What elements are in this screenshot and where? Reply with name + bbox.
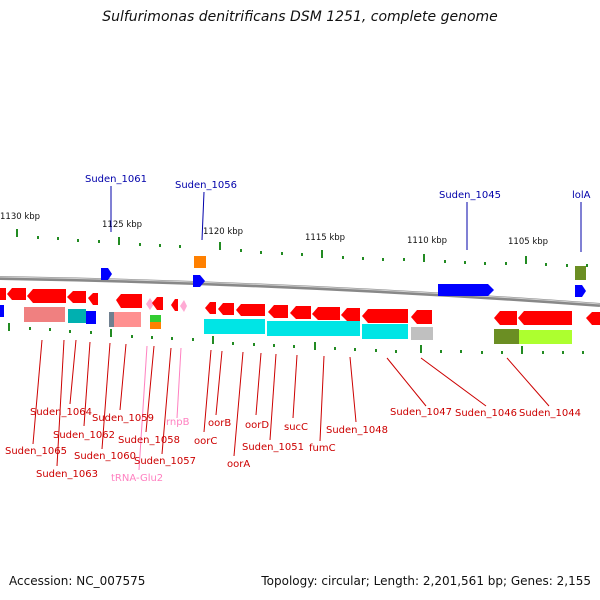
genome-info-label: Topology: circular; Length: 2,201,561 bp… <box>261 574 591 588</box>
gene-label[interactable]: sucC <box>284 422 308 433</box>
gene-label[interactable]: Suden_1058 <box>118 435 180 446</box>
gene-label[interactable]: oorA <box>227 459 250 470</box>
gene-label[interactable]: Suden_1060 <box>74 451 136 462</box>
gene-arrow[interactable] <box>575 285 586 297</box>
gene-box[interactable] <box>519 330 572 344</box>
gene-label[interactable]: Suden_1061 <box>85 174 147 185</box>
gene-arrow[interactable] <box>236 304 265 316</box>
gene-box[interactable] <box>267 321 360 336</box>
top-leader-lines <box>110 186 582 252</box>
scale-label: 1110 kbp <box>407 236 447 246</box>
gene-box[interactable] <box>109 312 141 327</box>
gene-label[interactable]: Suden_1059 <box>92 413 154 424</box>
scale-major-tick <box>16 229 18 237</box>
gene-arrow[interactable] <box>494 311 517 325</box>
gene-arrow[interactable] <box>116 294 142 308</box>
gene-arrow[interactable] <box>7 288 26 300</box>
gene-box[interactable] <box>68 309 86 323</box>
gene-label[interactable]: Suden_1044 <box>519 408 581 419</box>
accession-label: Accession: NC_007575 <box>9 574 146 588</box>
gene-track <box>0 288 600 325</box>
gene-box[interactable] <box>150 315 161 322</box>
gene-label[interactable]: Suden_1048 <box>326 425 388 436</box>
gene-arrow[interactable] <box>218 303 234 315</box>
gene-box[interactable] <box>150 322 161 329</box>
gene-label[interactable]: tRNA-Glu2 <box>111 473 163 484</box>
gene-arrow[interactable] <box>193 275 205 287</box>
gene-arrow[interactable] <box>362 309 408 323</box>
scale-major-tick <box>219 242 221 250</box>
gene-arrow[interactable] <box>146 298 154 310</box>
scale-label: 1115 kbp <box>305 233 345 243</box>
gene-label[interactable]: fumC <box>309 443 336 454</box>
gene-arrow[interactable] <box>411 310 432 324</box>
gene-label[interactable]: oorC <box>194 436 217 447</box>
gene-arrow[interactable] <box>518 311 572 325</box>
scale-label: 1130 kbp <box>0 212 40 222</box>
gene-label[interactable]: Suden_1056 <box>175 180 237 191</box>
gene-arrow[interactable] <box>341 308 360 321</box>
gene-label[interactable]: Suden_1051 <box>242 442 304 453</box>
gene-arrow[interactable] <box>438 284 494 296</box>
gene-arrow[interactable] <box>88 293 98 305</box>
scale-major-tick <box>321 250 323 258</box>
gene-label[interactable]: Suden_1062 <box>53 430 115 441</box>
gene-arrow[interactable] <box>27 289 66 303</box>
gene-label[interactable]: Suden_1057 <box>134 456 196 467</box>
gene-arrow[interactable] <box>0 288 6 300</box>
gene-arrow[interactable] <box>101 268 112 280</box>
gene-arrow[interactable] <box>171 299 178 311</box>
scale-label: 1120 kbp <box>203 227 243 237</box>
gene-arrow[interactable] <box>152 297 163 310</box>
gene-box[interactable] <box>411 327 433 340</box>
operon-track <box>0 305 572 344</box>
gene-label[interactable]: rnpB <box>166 417 190 428</box>
gene-arrow[interactable] <box>205 302 216 314</box>
gene-arrow[interactable] <box>268 305 288 318</box>
gene-arrow[interactable] <box>312 307 340 320</box>
genome-backbone <box>0 276 600 307</box>
gene-box[interactable] <box>109 312 114 327</box>
scale-major-tick <box>423 254 425 262</box>
bottom-scale-ticks <box>8 323 584 354</box>
scale-major-tick <box>118 237 120 245</box>
scale-label: 1125 kbp <box>102 220 142 230</box>
gene-box[interactable] <box>24 307 65 322</box>
gene-arrow[interactable] <box>180 300 187 312</box>
gene-label[interactable]: oorB <box>208 418 231 429</box>
scale-label: 1105 kbp <box>508 237 548 247</box>
bottom-leader-lines <box>32 339 550 467</box>
gene-arrow[interactable] <box>586 312 600 325</box>
gene-label[interactable]: Suden_1064 <box>30 407 92 418</box>
gene-box[interactable] <box>362 324 408 339</box>
page-title: Sulfurimonas denitrificans DSM 1251, com… <box>102 9 498 25</box>
gene-box[interactable] <box>0 305 4 317</box>
gene-label[interactable]: Suden_1065 <box>5 446 67 457</box>
gene-label[interactable]: lolA <box>572 190 591 201</box>
top-scale-ticks <box>16 229 588 267</box>
gene-box[interactable] <box>494 329 519 344</box>
gene-label[interactable]: Suden_1047 <box>390 407 452 418</box>
gene-box[interactable] <box>575 266 586 280</box>
gene-arrow[interactable] <box>67 291 86 303</box>
gene-box[interactable] <box>86 311 96 324</box>
gene-label[interactable]: Suden_1045 <box>439 190 501 201</box>
gene-box[interactable] <box>204 319 265 334</box>
gene-label[interactable]: Suden_1046 <box>455 408 517 419</box>
gene-label[interactable]: Suden_1063 <box>36 469 98 480</box>
gene-label[interactable]: oorD <box>245 420 269 431</box>
gene-arrow[interactable] <box>290 306 311 319</box>
scale-major-tick <box>525 256 527 264</box>
gene-box[interactable] <box>194 256 206 268</box>
